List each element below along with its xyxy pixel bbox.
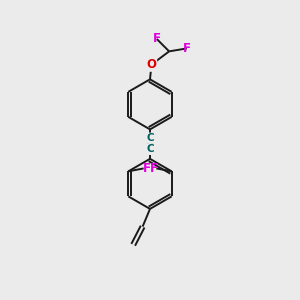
- Text: F: F: [149, 162, 158, 175]
- Text: F: F: [183, 42, 191, 55]
- Text: C: C: [146, 133, 154, 143]
- Text: F: F: [153, 32, 161, 46]
- Text: F: F: [142, 162, 151, 175]
- Text: C: C: [146, 144, 154, 154]
- Text: O: O: [146, 58, 157, 71]
